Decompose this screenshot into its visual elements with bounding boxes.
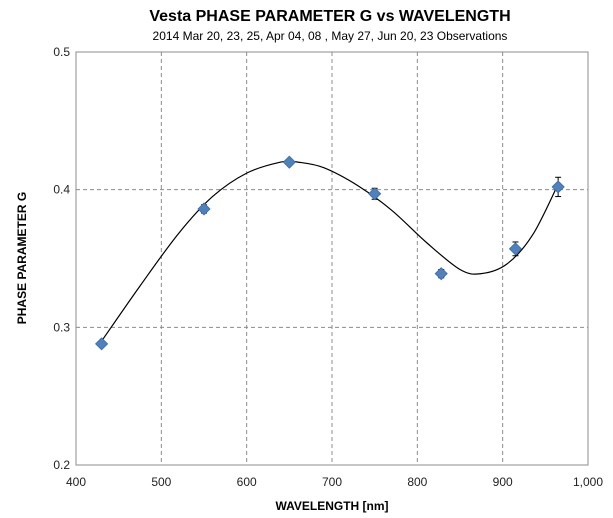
- y-axis-label: PHASE PARAMETER G: [15, 192, 29, 324]
- data-point: [434, 267, 448, 281]
- data-points: [95, 155, 565, 351]
- y-axis-ticks: 0.2 0.3 0.4 0.5: [53, 45, 70, 472]
- data-point: [508, 241, 523, 257]
- diamond-marker: [282, 155, 296, 169]
- y-tick-label: 0.4: [53, 183, 70, 197]
- x-tick-label: 600: [237, 475, 257, 489]
- x-tick-label: 500: [151, 475, 171, 489]
- data-point: [551, 176, 565, 198]
- diamond-marker: [434, 267, 448, 281]
- chart-title: Vesta PHASE PARAMETER G vs WAVELENGTH: [149, 8, 510, 25]
- data-point: [282, 155, 296, 169]
- data-point: [197, 202, 211, 216]
- x-tick-label: 1,000: [573, 475, 603, 489]
- diamond-marker: [508, 242, 523, 256]
- x-axis-label: WAVELENGTH [nm]: [275, 499, 388, 513]
- diamond-marker: [368, 187, 382, 201]
- x-tick-label: 800: [407, 475, 427, 489]
- diamond-marker: [197, 202, 211, 216]
- x-tick-label: 700: [322, 475, 342, 489]
- y-tick-label: 0.5: [53, 45, 70, 59]
- data-point: [368, 187, 382, 201]
- x-tick-label: 400: [66, 475, 86, 489]
- trendline: [101, 160, 559, 342]
- diamond-marker: [551, 180, 565, 194]
- x-tick-label: 900: [493, 475, 513, 489]
- diamond-marker: [95, 337, 109, 351]
- grid: [76, 52, 588, 465]
- x-axis-ticks: 400 500 600 700 800 900 1,000: [66, 475, 603, 489]
- y-tick-label: 0.2: [53, 458, 70, 472]
- data-point: [95, 337, 109, 351]
- y-tick-label: 0.3: [53, 320, 70, 334]
- plot-area-frame: [75, 51, 589, 466]
- chart-subtitle: 2014 Mar 20, 23, 25, Apr 04, 08 , May 27…: [153, 29, 508, 43]
